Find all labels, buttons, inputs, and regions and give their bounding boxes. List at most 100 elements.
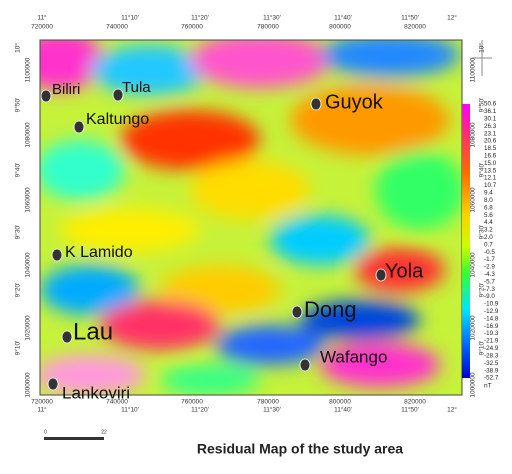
town-marker [292,306,302,318]
right-utm-label: 1060000 [470,187,477,213]
bottom-degree-label: 11° [37,406,47,414]
town-marker [52,249,62,261]
legend-label: 18.5 [484,145,497,152]
town-marker [311,98,321,110]
top-utm-label: 760000 [181,24,203,31]
legend-label: 20.6 [484,138,497,145]
caption: Residual Map of the study area [197,441,403,457]
legend-label: -10.9 [484,301,499,308]
bottom-degree-label: 12° [447,406,457,414]
scale-label: 22 [101,429,107,435]
right-utm-label: 1000000 [470,372,477,398]
top-utm-label: 780000 [257,24,279,31]
legend-label: -16.9 [484,323,499,330]
bottom-degree-label: 11°40' [334,406,352,414]
legend-label: -9.0 [484,293,495,300]
legend-label: -32.5 [484,360,499,367]
legend-label: 4.4 [484,219,493,226]
town-label: Lankoviri [62,383,130,402]
legend-label: -52.7 [484,375,499,382]
town-label: Guyok [325,91,384,113]
top-degree-label: 11° [37,14,47,22]
legend-label: 16.6 [484,153,497,160]
bottom-utm-label: 760000 [181,399,203,406]
town-label: Lau [73,318,113,345]
left-utm-label: 1060000 [25,187,32,213]
legend-label: 6.8 [484,204,493,211]
left-degree-label: 9°20' [14,283,22,298]
legend-label: 26.3 [484,123,497,130]
town-label: Kaltungo [86,111,149,128]
right-degree-label: 10° [478,43,486,53]
bottom-utm-label: 820000 [404,399,426,406]
top-utm-label: 740000 [106,24,128,31]
town-label: Yola [385,260,424,282]
legend-label: -4.3 [484,271,495,278]
bottom-degree-label: 11°30' [263,406,281,414]
legend-label: 8.0 [484,197,493,204]
left-degree-label: 10° [14,43,22,53]
right-utm-label: 1100000 [470,57,477,82]
legend-label: -14.8 [484,315,499,322]
legend-label: -2.9 [484,264,495,271]
scale-bar [44,437,104,440]
legend-label: 50.6 [484,101,497,108]
legend-label: -7.3 [484,286,495,293]
town-marker [74,121,84,133]
top-utm-label: 720000 [31,24,53,31]
legend-label: -24.9 [484,345,499,352]
top-utm-label: 820000 [404,24,426,31]
town-label: Tula [122,79,151,96]
town-label: Biliri [52,81,80,98]
right-utm-label: 1080000 [470,122,477,148]
legend-label: -38.9 [484,367,499,374]
town-marker [48,378,58,390]
town-label: Wafango [320,347,387,366]
top-degree-label: 11°10' [121,14,139,22]
right-utm-label: 1020000 [470,315,477,341]
bottom-utm-label: 720000 [31,399,53,406]
scale-label: 0 [44,429,47,435]
legend-label: -12.9 [484,308,499,315]
legend-label: 0.7 [484,241,493,248]
legend-label: 5.6 [484,212,493,219]
legend-label: -28.3 [484,352,499,359]
map-page: Residual Map of the study area 11° 11°10'… [0,0,512,469]
legend-label: 15.0 [484,160,497,167]
left-degree-label: 9°30' [14,225,22,240]
legend-label: 9.4 [484,190,493,197]
legend-label: 3.2 [484,227,493,234]
bottom-degree-label: 11°10' [121,406,139,414]
top-degree-label: 11°40' [334,14,352,22]
legend-label: -5.7 [484,278,495,285]
legend-label: -21.9 [484,338,499,345]
legend-unit: nT [484,383,492,390]
top-degree-label: 11°50' [401,14,419,22]
left-utm-label: 1040000 [25,252,32,278]
town-marker [62,331,72,343]
right-utm-label: 1040000 [470,252,477,278]
town-marker [41,90,51,102]
bottom-utm-label: 800000 [329,399,351,406]
bottom-degree-label: 11°20' [191,406,209,414]
left-utm-label: 1100000 [25,57,32,82]
legend-label: 23.1 [484,130,497,137]
top-utm-label: 800000 [329,24,351,31]
legend-label: 13.5 [484,167,497,174]
top-degree-label: 11°30' [263,14,281,22]
legend-label: 30.1 [484,115,497,122]
legend-label: 2.0 [484,234,493,241]
town-marker [300,359,310,371]
legend-label: -19.3 [484,330,499,337]
legend-label: 12.1 [484,175,497,182]
left-degree-label: 9°50' [14,98,22,113]
left-degree-label: 9°40' [14,163,22,178]
town-label: K Lamido [65,244,133,261]
legend-label: 10.7 [484,182,497,189]
bottom-degree-label: 11°50' [401,406,419,414]
top-degree-label: 12° [447,14,457,22]
legend-label: 36.1 [484,108,497,115]
top-degree-label: 11°20' [191,14,209,22]
left-utm-label: 1020000 [25,315,32,341]
bottom-utm-label: 780000 [257,399,279,406]
